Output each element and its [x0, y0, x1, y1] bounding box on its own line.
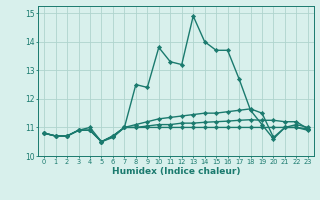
- X-axis label: Humidex (Indice chaleur): Humidex (Indice chaleur): [112, 167, 240, 176]
